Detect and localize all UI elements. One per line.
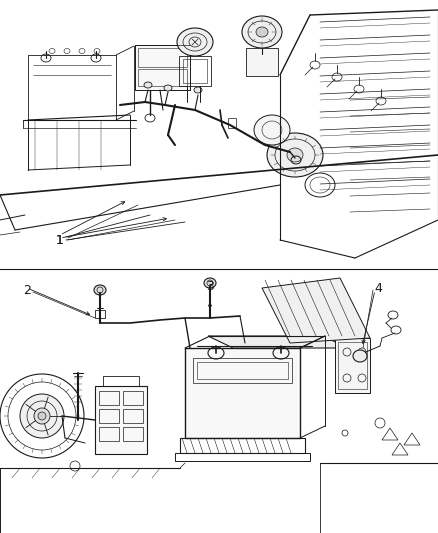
Bar	[197, 362, 288, 379]
Bar	[138, 69, 187, 86]
Text: 1: 1	[56, 233, 64, 246]
Text: 3: 3	[206, 279, 214, 293]
Bar	[185, 348, 300, 438]
Ellipse shape	[287, 148, 303, 162]
Text: 1: 1	[56, 233, 64, 246]
Ellipse shape	[204, 278, 216, 288]
Text: 4: 4	[374, 281, 382, 295]
Bar	[246, 48, 278, 76]
Bar	[338, 342, 367, 389]
Ellipse shape	[242, 16, 282, 48]
Polygon shape	[15, 288, 60, 308]
Bar	[180, 438, 305, 453]
Ellipse shape	[94, 285, 106, 295]
Ellipse shape	[194, 87, 202, 93]
Ellipse shape	[20, 394, 64, 438]
Bar	[123, 409, 143, 423]
Bar	[138, 48, 187, 67]
Ellipse shape	[38, 412, 46, 420]
Polygon shape	[280, 273, 438, 523]
Bar	[179, 56, 211, 86]
Bar	[175, 453, 310, 461]
Ellipse shape	[177, 28, 213, 56]
Bar	[0, 0, 438, 268]
Polygon shape	[262, 278, 370, 343]
Bar	[183, 59, 207, 83]
Ellipse shape	[353, 350, 367, 362]
Bar	[103, 376, 139, 386]
Bar	[95, 310, 105, 318]
Ellipse shape	[267, 133, 323, 177]
Bar	[228, 118, 236, 128]
Ellipse shape	[164, 85, 172, 91]
Bar	[99, 409, 119, 423]
Bar	[99, 391, 119, 405]
Bar	[123, 391, 143, 405]
Bar	[193, 358, 292, 383]
Bar	[0, 268, 438, 533]
Ellipse shape	[254, 115, 290, 145]
Ellipse shape	[34, 408, 50, 424]
Bar	[95, 386, 147, 454]
Ellipse shape	[256, 27, 268, 37]
Bar	[135, 45, 190, 90]
Polygon shape	[208, 336, 348, 348]
Ellipse shape	[144, 82, 152, 88]
Bar	[335, 338, 370, 393]
Bar	[123, 427, 143, 441]
Text: 2: 2	[23, 284, 31, 296]
Bar	[99, 427, 119, 441]
